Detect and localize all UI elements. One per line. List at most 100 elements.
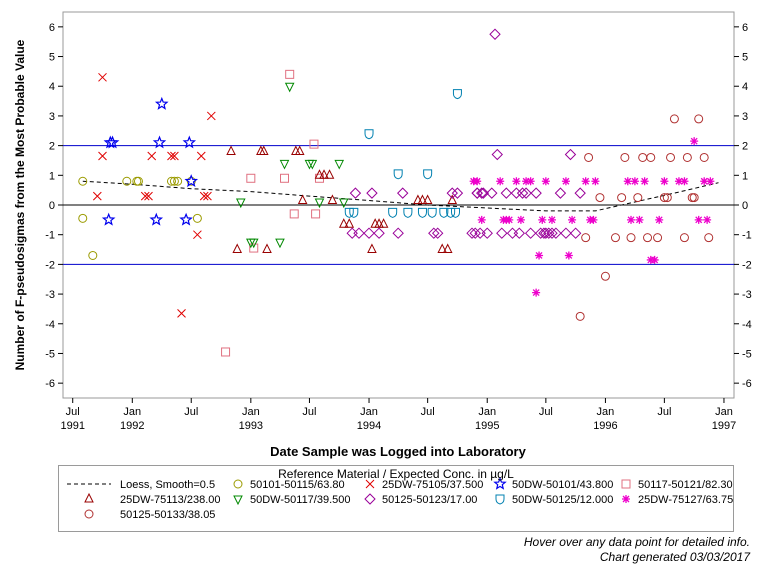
data-point-series-1[interactable]: [167, 151, 176, 161]
data-point-series-6[interactable]: [469, 227, 481, 239]
data-point-series-8[interactable]: [477, 215, 486, 224]
legend-swatch-5[interactable]: [233, 495, 243, 506]
data-point-series-4[interactable]: [417, 194, 428, 205]
data-point-series-6[interactable]: [471, 187, 483, 199]
data-point-series-1[interactable]: [203, 191, 212, 201]
data-point-series-3[interactable]: [246, 173, 256, 183]
data-point-series-7[interactable]: [427, 207, 437, 218]
data-point-series-9[interactable]: [633, 193, 643, 203]
data-point-series-6[interactable]: [353, 227, 365, 239]
data-point-series-4[interactable]: [422, 194, 433, 205]
legend-swatch-2[interactable]: [493, 476, 507, 490]
data-point-series-3[interactable]: [289, 209, 299, 219]
data-point-series-5[interactable]: [338, 198, 349, 209]
data-point-series-5[interactable]: [275, 238, 285, 249]
data-point-series-9[interactable]: [682, 152, 692, 162]
data-point-series-0[interactable]: [122, 176, 132, 186]
data-point-series-6[interactable]: [538, 227, 550, 239]
data-point-series-3[interactable]: [221, 347, 231, 357]
data-point-series-6[interactable]: [550, 227, 562, 239]
data-point-series-9[interactable]: [694, 114, 704, 124]
legend-swatch-0[interactable]: [233, 479, 243, 489]
data-point-series-1[interactable]: [92, 191, 102, 201]
data-point-series-6[interactable]: [451, 187, 464, 199]
legend-swatch-9[interactable]: [84, 509, 94, 519]
data-point-series-8[interactable]: [496, 177, 505, 186]
data-point-series-4[interactable]: [338, 218, 349, 228]
data-point-series-5[interactable]: [307, 159, 318, 170]
data-point-series-9[interactable]: [704, 233, 714, 243]
data-point-series-2[interactable]: [101, 212, 116, 226]
data-point-series-5[interactable]: [279, 159, 290, 170]
data-point-series-6[interactable]: [373, 227, 385, 239]
data-point-series-5[interactable]: [284, 82, 295, 93]
data-point-series-9[interactable]: [626, 233, 636, 243]
data-point-series-6[interactable]: [546, 227, 558, 239]
data-point-series-1[interactable]: [170, 151, 179, 161]
data-point-series-7[interactable]: [403, 207, 413, 218]
data-point-series-8[interactable]: [674, 177, 683, 186]
data-point-series-5[interactable]: [248, 238, 259, 249]
data-point-series-9[interactable]: [659, 193, 669, 203]
data-point-series-6[interactable]: [489, 28, 501, 40]
data-point-series-3[interactable]: [309, 139, 319, 149]
data-point-series-1[interactable]: [177, 309, 186, 318]
data-point-series-1[interactable]: [147, 151, 157, 161]
data-point-series-8[interactable]: [532, 288, 541, 297]
data-point-series-8[interactable]: [568, 215, 577, 224]
data-point-series-4[interactable]: [262, 243, 272, 254]
data-point-series-0[interactable]: [88, 250, 98, 260]
data-point-series-8[interactable]: [473, 177, 482, 186]
data-point-series-7[interactable]: [446, 207, 456, 218]
data-point-series-6[interactable]: [524, 227, 537, 239]
data-point-series-9[interactable]: [643, 233, 653, 243]
data-point-series-1[interactable]: [140, 191, 150, 201]
data-point-series-4[interactable]: [324, 169, 335, 179]
data-point-series-8[interactable]: [522, 177, 531, 186]
data-points[interactable]: [78, 28, 715, 357]
data-point-series-3[interactable]: [280, 173, 290, 183]
data-point-series-6[interactable]: [392, 227, 404, 239]
data-point-series-9[interactable]: [617, 193, 627, 203]
data-point-series-4[interactable]: [367, 243, 377, 254]
data-point-series-8[interactable]: [581, 177, 590, 186]
data-point-series-4[interactable]: [442, 243, 453, 254]
legend-swatch-4[interactable]: [84, 492, 94, 503]
data-point-series-6[interactable]: [569, 227, 582, 239]
data-point-series-2[interactable]: [179, 212, 193, 226]
data-point-series-1[interactable]: [98, 72, 107, 82]
data-point-series-8[interactable]: [535, 251, 544, 260]
data-point-series-8[interactable]: [694, 215, 703, 224]
data-point-series-6[interactable]: [397, 187, 409, 199]
data-point-series-8[interactable]: [703, 215, 712, 224]
data-point-series-7[interactable]: [344, 207, 354, 218]
data-point-series-2[interactable]: [105, 135, 120, 149]
data-point-series-1[interactable]: [144, 191, 153, 201]
data-point-series-8[interactable]: [526, 177, 535, 186]
data-point-series-4[interactable]: [437, 243, 448, 254]
data-point-series-6[interactable]: [349, 187, 362, 199]
data-point-series-1[interactable]: [98, 151, 107, 161]
data-point-series-6[interactable]: [466, 227, 478, 239]
data-point-series-4[interactable]: [226, 145, 236, 156]
data-point-series-9[interactable]: [595, 193, 605, 203]
data-point-series-8[interactable]: [627, 215, 636, 224]
data-point-series-7[interactable]: [452, 89, 462, 100]
data-point-series-1[interactable]: [193, 230, 202, 240]
data-point-series-8[interactable]: [591, 177, 600, 186]
data-point-series-2[interactable]: [154, 96, 169, 110]
data-point-series-6[interactable]: [428, 227, 440, 239]
data-point-series-8[interactable]: [564, 251, 573, 260]
data-point-series-0[interactable]: [133, 176, 143, 186]
data-point-series-6[interactable]: [431, 227, 444, 239]
data-point-series-8[interactable]: [548, 215, 557, 224]
data-point-series-9[interactable]: [610, 233, 620, 243]
data-point-series-6[interactable]: [564, 148, 577, 161]
data-point-series-8[interactable]: [700, 177, 709, 186]
data-point-series-6[interactable]: [496, 227, 508, 239]
data-point-series-6[interactable]: [554, 187, 567, 199]
data-point-series-5[interactable]: [235, 198, 246, 209]
data-point-series-7[interactable]: [417, 207, 427, 218]
data-point-series-7[interactable]: [439, 207, 449, 218]
data-point-series-2[interactable]: [149, 212, 164, 226]
